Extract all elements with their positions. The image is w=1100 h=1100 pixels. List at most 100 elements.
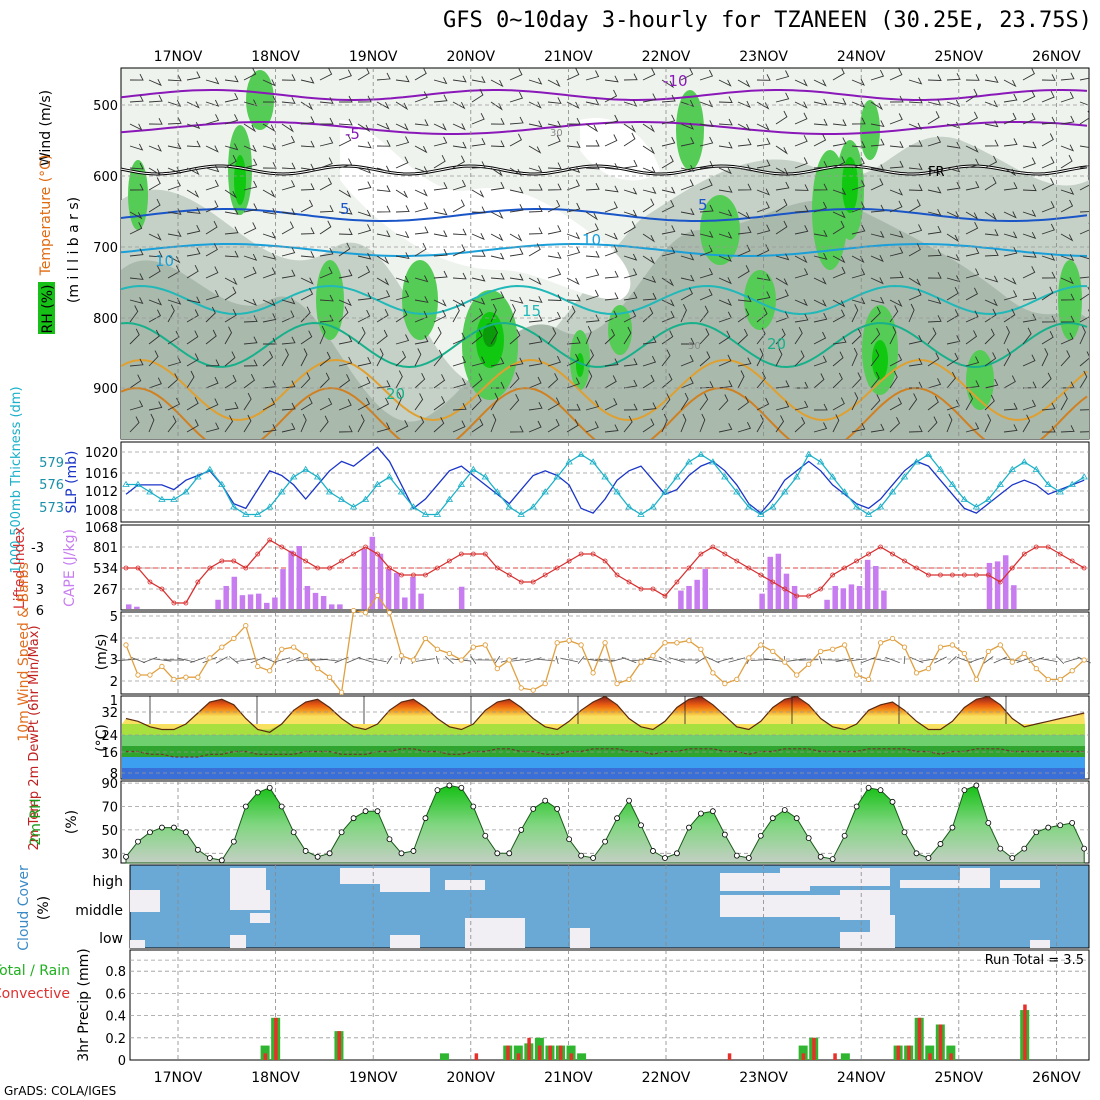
wind-barb [680, 413, 687, 433]
wind-barb [832, 372, 843, 389]
wind-barb [509, 393, 520, 411]
wind-speed-line-point [482, 642, 488, 648]
wind-barb [414, 189, 428, 197]
thickness-line-point [721, 473, 729, 480]
surface-wind-barb [983, 656, 994, 664]
wind-barb [224, 250, 239, 258]
rh-point [434, 787, 441, 794]
rh-layer-50 [121, 200, 1089, 439]
wind-barb [281, 180, 296, 191]
wind-speed-line-point [398, 653, 405, 659]
y-tick-label: 0 [118, 1054, 126, 1069]
wind-barb [1041, 348, 1049, 367]
rh-point [925, 855, 932, 861]
wind-barb [965, 380, 980, 389]
precip-convective-bar [516, 1053, 521, 1060]
wind-barb [965, 246, 980, 257]
wind-barb [1003, 138, 1018, 147]
lifted-index-line-point [554, 565, 560, 571]
lifted-index-line-point [267, 537, 273, 543]
wind-barb [338, 398, 352, 411]
lifted-index-line-point [518, 579, 524, 585]
wind-barb [566, 117, 581, 125]
wind-barb [471, 137, 486, 147]
wind-barb [813, 331, 827, 345]
wind-barb [1079, 165, 1089, 169]
wind-barb [433, 270, 448, 279]
thickness-line-point [769, 503, 777, 510]
wind-barb [984, 308, 997, 323]
wind-barb [281, 422, 296, 433]
contour-labels: -10 -5 FR 5 5 10 10 15 20 20 30 50 [155, 72, 945, 403]
wind-barb [300, 287, 314, 301]
wind-barb [927, 111, 940, 125]
wind-barb [984, 352, 997, 367]
wind-barb [224, 286, 237, 301]
lifted-index-line-point [662, 593, 668, 599]
wind-barb [851, 201, 865, 213]
surface-wind-barb [577, 655, 585, 665]
wind-barb [680, 164, 695, 172]
wind-barb [281, 162, 296, 170]
contour-30 [121, 386, 1088, 439]
wind-barb [965, 422, 980, 433]
wind-barb [946, 121, 961, 129]
precip-convective-bar [274, 1017, 278, 1060]
wind-speed-line-point [219, 644, 225, 650]
wind-barb [699, 178, 713, 191]
y-tick-label: 2 [110, 675, 118, 690]
wind-barb [357, 292, 372, 301]
wind-barb [623, 99, 638, 107]
wind-barb [148, 413, 155, 433]
precip-convective-bar [537, 1045, 542, 1060]
y-tick-label: 1012 [85, 485, 118, 500]
wind-barb [528, 420, 542, 433]
wind-barb [224, 114, 239, 125]
wind-barb [566, 336, 581, 345]
wind-barb [129, 248, 144, 257]
surface-wind-barb [386, 655, 393, 665]
wind-speed-line-point [877, 640, 884, 646]
thickness-line-point [912, 458, 921, 465]
wind-barb [224, 92, 239, 103]
wind-speed-label: 10m Wind Speed & Barbs [16, 562, 32, 741]
wind-barb [813, 373, 825, 389]
thickness-line-point [1056, 488, 1064, 495]
wind-barb [205, 99, 220, 107]
wind-barb [908, 163, 923, 170]
wind-barb [186, 370, 195, 389]
wind-barb [243, 123, 257, 133]
lifted-index-label: Lifted Index [12, 527, 28, 609]
wind-barb [262, 95, 277, 103]
rh-point [362, 808, 369, 815]
wind-barb [908, 288, 922, 301]
wind-barb [490, 181, 505, 191]
lifted-index-line [126, 539, 1085, 604]
wind-barb [813, 252, 828, 260]
rh-point [614, 815, 620, 822]
wind-barb [680, 392, 689, 411]
wind-barb [642, 145, 656, 155]
wind-barb [414, 372, 426, 389]
wind-barb [167, 265, 180, 279]
wind-barb [300, 306, 311, 323]
wind-barb [1022, 90, 1036, 103]
surface-wind-barb [494, 655, 501, 665]
wind-speed-line-point [147, 672, 153, 678]
wind-barb [681, 337, 695, 345]
wind-barb [946, 275, 961, 283]
wind-barb [1060, 233, 1074, 242]
lifted-index-line-point [458, 551, 464, 557]
wind-barb [224, 277, 238, 286]
wind-barb [262, 79, 276, 87]
wind-barb [376, 139, 391, 147]
wind-barb [395, 123, 409, 131]
wind-barb [243, 373, 255, 389]
contour-label-5b: 5 [698, 196, 708, 214]
wind-barb [395, 275, 410, 283]
upper-rh-label: RH (%) [40, 285, 56, 334]
wind-barb [946, 352, 959, 367]
wind-barb [623, 209, 638, 217]
wind-barb [148, 264, 161, 279]
wind-barb [965, 211, 979, 220]
